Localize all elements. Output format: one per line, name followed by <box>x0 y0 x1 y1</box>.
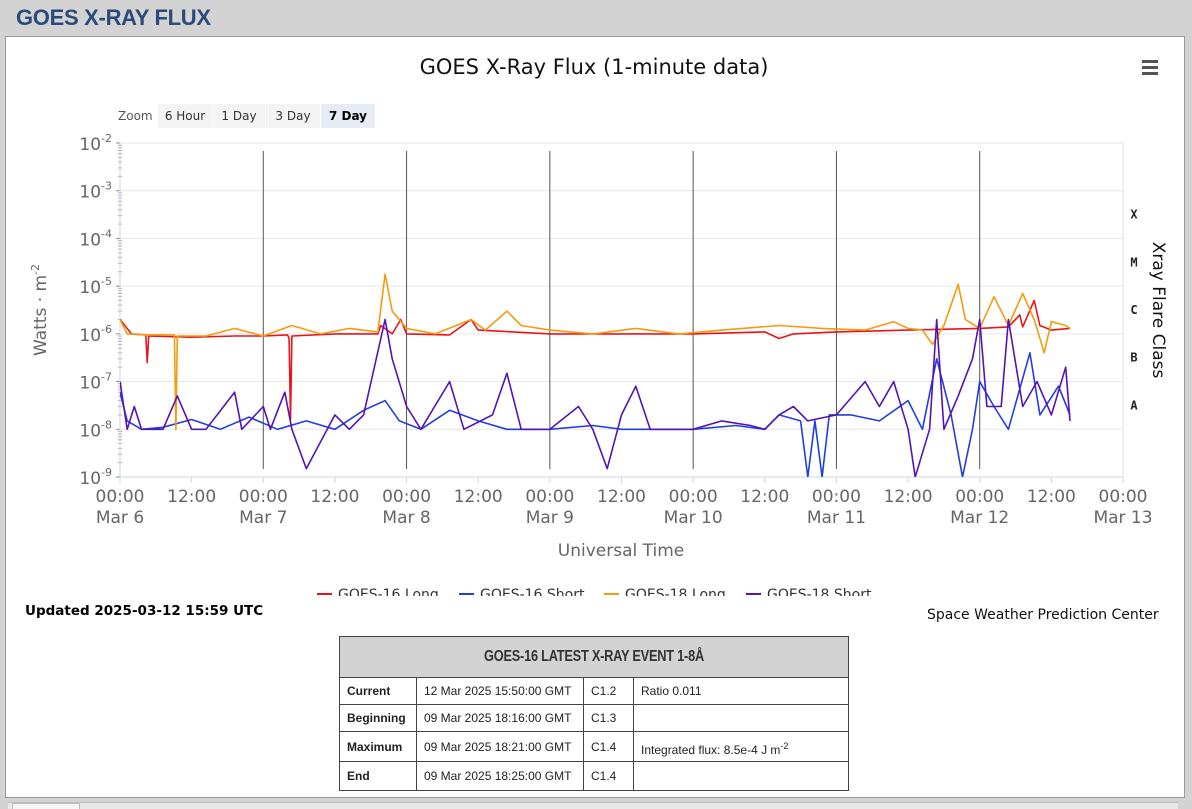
legend-item-label: GOES-18 Short <box>767 587 872 596</box>
row-label: End <box>339 761 417 791</box>
row-class: C1.2 <box>583 677 634 705</box>
x-tick-label: 00:00 <box>525 487 574 507</box>
row-time: 09 Mar 2025 18:25:00 GMT <box>416 761 584 791</box>
flare-class-label: B <box>1130 351 1137 365</box>
x-tick-label: 12:00 <box>310 487 359 507</box>
x-tick-date-label: Mar 7 <box>239 508 287 528</box>
flare-class-label: A <box>1130 398 1138 412</box>
y-tick-label: 10-5 <box>79 275 112 298</box>
event-table-header: GOES-16 LATEST X-RAY EVENT 1-8Å <box>339 636 849 678</box>
series-line-goes-18-long <box>120 273 1071 431</box>
bottom-tab[interactable] <box>12 803 80 809</box>
x-axis-title: Universal Time <box>558 541 684 561</box>
row-time: 09 Mar 2025 18:21:00 GMT <box>416 731 584 762</box>
x-tick-date-label: Mar 9 <box>526 508 574 528</box>
x-tick-label: 12:00 <box>1027 487 1076 507</box>
legend-item-label: GOES-16 Long <box>338 587 439 596</box>
x-tick-label: 00:00 <box>96 487 145 507</box>
zoom-1-day-button[interactable]: 1 Day <box>213 104 265 128</box>
x-tick-label: 00:00 <box>955 487 1004 507</box>
x-tick-label: 12:00 <box>597 487 646 507</box>
x-tick-date-label: Mar 11 <box>807 508 866 528</box>
y-tick-label: 10-4 <box>79 227 112 250</box>
x-tick-date-label: Mar 10 <box>664 508 723 528</box>
row-note <box>633 704 849 732</box>
x-tick-date-label: Mar 8 <box>382 508 430 528</box>
legend-item-label: GOES-18 Long <box>625 587 726 596</box>
credits-link[interactable]: Space Weather Prediction Center <box>927 607 1159 623</box>
hamburger-menu-icon[interactable] <box>1140 60 1162 78</box>
zoom-6-hour-button[interactable]: 6 Hour <box>158 104 212 128</box>
bottom-tab-strip <box>0 798 1192 809</box>
table-row: Maximum 09 Mar 2025 18:21:00 GMT C1.4 In… <box>339 731 849 762</box>
y-tick-label: 10-6 <box>79 323 112 346</box>
event-table-title: GOES-16 LATEST X-RAY EVENT 1-8Å <box>484 648 704 665</box>
x-tick-label: 12:00 <box>884 487 933 507</box>
row-class: C1.4 <box>583 731 634 762</box>
row-class: C1.4 <box>583 761 634 791</box>
row-note <box>633 761 849 791</box>
zoom-3-day-button[interactable]: 3 Day <box>266 104 320 128</box>
x-tick-label: 00:00 <box>382 487 431 507</box>
page-header: GOES X-RAY FLUX <box>0 0 1192 36</box>
x-tick-label: 00:00 <box>239 487 288 507</box>
y-axis-title: Watts · m-2 <box>29 264 51 356</box>
legend-item-label: GOES-16 Short <box>480 587 585 596</box>
row-class: C1.3 <box>583 704 634 732</box>
table-row: Current 12 Mar 2025 15:50:00 GMT C1.2 Ra… <box>339 677 849 705</box>
y-tick-label: 10-9 <box>79 466 112 489</box>
row-note: Integrated flux: 8.5e-4 J m-2 <box>633 731 849 762</box>
row-label: Maximum <box>339 731 417 762</box>
plot-area <box>119 142 1124 478</box>
x-tick-label: 12:00 <box>454 487 503 507</box>
page-title: GOES X-RAY FLUX <box>16 5 211 30</box>
table-row: Beginning 09 Mar 2025 18:16:00 GMT C1.3 <box>339 704 849 732</box>
series-line-goes-16-short <box>120 352 1071 477</box>
y-tick-label: 10-7 <box>79 371 112 394</box>
latest-event-table: GOES-16 LATEST X-RAY EVENT 1-8Å Current … <box>339 636 849 791</box>
y-tick-label: 10-3 <box>79 180 112 203</box>
flare-class-label: M <box>1130 255 1137 269</box>
xray-flux-chart: 10-210-310-410-510-610-710-810-900:00Mar… <box>29 55 1168 596</box>
flare-class-label: X <box>1130 208 1138 222</box>
x-tick-label: 12:00 <box>167 487 216 507</box>
chart-title: GOES X-Ray Flux (1-minute data) <box>420 55 769 79</box>
y2-axis-title: Xray Flare Class <box>1148 242 1168 379</box>
y-tick-label: 10-2 <box>79 132 112 155</box>
x-tick-date-label: Mar 12 <box>950 508 1009 528</box>
flare-class-label: C <box>1130 303 1137 317</box>
row-time: 12 Mar 2025 15:50:00 GMT <box>416 677 584 705</box>
x-tick-label: 00:00 <box>669 487 718 507</box>
x-tick-label: 00:00 <box>812 487 861 507</box>
x-tick-date-label: Mar 13 <box>1093 508 1152 528</box>
x-tick-label: 12:00 <box>740 487 789 507</box>
zoom-label: Zoom <box>118 109 153 123</box>
row-label: Current <box>339 677 417 705</box>
updated-timestamp: Updated 2025-03-12 15:59 UTC <box>25 603 264 619</box>
zoom-7-day-button[interactable]: 7 Day <box>321 104 375 128</box>
series-line-goes-18-short <box>120 318 1071 477</box>
x-tick-date-label: Mar 6 <box>96 508 144 528</box>
y-tick-label: 10-8 <box>79 418 112 441</box>
row-note: Ratio 0.011 <box>633 677 849 705</box>
row-time: 09 Mar 2025 18:16:00 GMT <box>416 704 584 732</box>
x-tick-label: 00:00 <box>1099 487 1148 507</box>
row-label: Beginning <box>339 704 417 732</box>
table-row: End 09 Mar 2025 18:25:00 GMT C1.4 <box>339 761 849 791</box>
